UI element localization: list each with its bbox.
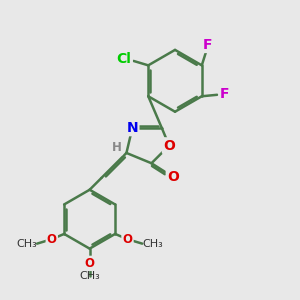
Text: O: O (163, 139, 175, 153)
Text: O: O (122, 233, 133, 246)
Text: CH₃: CH₃ (16, 238, 37, 249)
Text: O: O (85, 257, 94, 270)
Text: H: H (112, 141, 122, 154)
Text: N: N (127, 121, 138, 135)
Text: Cl: Cl (117, 52, 131, 66)
Text: CH₃: CH₃ (79, 271, 100, 281)
Text: O: O (47, 233, 57, 246)
Text: CH₃: CH₃ (142, 238, 163, 249)
Text: O: O (167, 170, 179, 184)
Text: F: F (220, 87, 229, 101)
Text: F: F (203, 38, 212, 52)
